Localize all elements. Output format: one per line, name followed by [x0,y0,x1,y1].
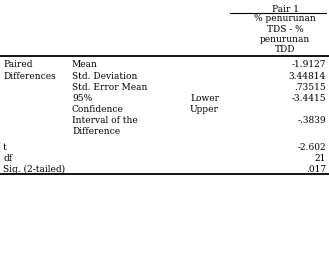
Text: df: df [3,154,12,163]
Text: Difference: Difference [72,127,120,136]
Text: .017: .017 [306,165,326,174]
Text: Mean: Mean [72,60,98,69]
Text: 21: 21 [315,154,326,163]
Text: -3.4415: -3.4415 [291,94,326,103]
Text: 95%: 95% [72,94,92,103]
Text: Paired: Paired [3,60,33,69]
Text: t: t [3,143,7,152]
Text: Lower: Lower [190,94,219,103]
Text: Std. Deviation: Std. Deviation [72,72,138,81]
Text: TDD: TDD [275,46,295,55]
Text: Std. Error Mean: Std. Error Mean [72,83,147,92]
Text: TDS - %: TDS - % [266,25,303,34]
Text: Confidence: Confidence [72,105,124,114]
Text: Interval of the: Interval of the [72,116,138,125]
Text: Sig. (2-tailed): Sig. (2-tailed) [3,165,65,174]
Text: 3.44814: 3.44814 [289,72,326,81]
Text: -.3839: -.3839 [297,116,326,125]
Text: .73515: .73515 [294,83,326,92]
Text: Pair 1: Pair 1 [271,5,298,14]
Text: -2.602: -2.602 [297,143,326,152]
Text: Upper: Upper [190,105,219,114]
Text: Differences: Differences [3,72,56,81]
Text: % penurunan: % penurunan [254,14,316,23]
Text: penurunan: penurunan [260,35,310,44]
Text: -1.9127: -1.9127 [291,60,326,69]
